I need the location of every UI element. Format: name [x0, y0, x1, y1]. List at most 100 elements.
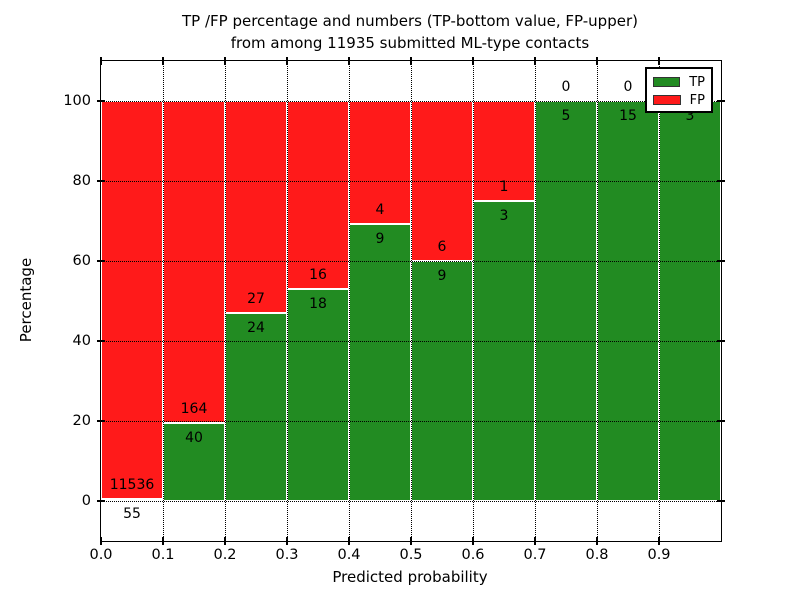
x-tick-label: 0.2	[213, 547, 237, 563]
x-gridline	[473, 61, 474, 541]
y-tick-label: 40	[72, 333, 91, 349]
x-tick-label: 0.4	[337, 547, 361, 563]
x-tick-label: 0.3	[275, 547, 299, 563]
bar-segment-fp-6	[473, 101, 535, 201]
fp-count-label: 0	[623, 79, 633, 95]
y-tick-right	[717, 100, 725, 102]
fp-count-label: 0	[561, 79, 571, 95]
x-tick-label: 0.1	[151, 547, 175, 563]
x-tick-label: 0.7	[523, 547, 547, 563]
x-tick-bottom	[410, 537, 412, 545]
x-tick-top	[658, 57, 660, 65]
bar-segment-tp-3	[287, 289, 349, 501]
fp-count-label: 16	[309, 267, 327, 284]
x-tick-label: 0.8	[585, 547, 609, 563]
legend-tp-swatch	[653, 77, 681, 87]
x-tick-top	[286, 57, 288, 65]
legend-entry-tp: TP	[653, 73, 705, 91]
tp-count-label: 9	[437, 268, 447, 284]
y-tick-left	[97, 260, 105, 262]
x-tick-bottom	[224, 537, 226, 545]
y-tick-label: 20	[72, 413, 91, 429]
bar-segment-fp-0	[101, 101, 163, 500]
x-tick-bottom	[286, 537, 288, 545]
bar-segment-tp-7	[535, 101, 597, 501]
fp-count-label: 11536	[109, 477, 155, 494]
x-tick-top	[596, 57, 598, 65]
y-gridline	[101, 421, 721, 422]
bar-segment-tp-9	[659, 101, 721, 501]
x-tick-label: 0.0	[89, 547, 113, 563]
x-tick-top	[224, 57, 226, 65]
x-gridline	[535, 61, 536, 541]
y-tick-right	[717, 420, 725, 422]
bar-segment-fp-2	[225, 101, 287, 313]
legend-entry-fp: FP	[653, 91, 705, 109]
tp-count-label: 55	[123, 506, 141, 523]
tp-count-label: 15	[619, 108, 637, 124]
bar-segment-tp-8	[597, 101, 659, 501]
x-tick-bottom	[658, 537, 660, 545]
y-tick-right	[717, 180, 725, 182]
bar-segment-tp-5	[411, 261, 473, 501]
plot-area: 11536 55 164 40 27 24 16 18 4 9 6 9 1 3 0 5 0 15 0 3 0.0 0.1 0…	[63, 57, 725, 563]
bar-segment-fp-3	[287, 101, 349, 290]
x-tick-top	[410, 57, 412, 65]
x-tick-label: 0.9	[647, 547, 671, 563]
x-tick-top	[472, 57, 474, 65]
x-tick-bottom	[348, 537, 350, 545]
y-tick-right	[717, 500, 725, 502]
bar-segment-tp-4	[349, 224, 411, 501]
x-tick-bottom	[100, 537, 102, 545]
x-gridline	[411, 61, 412, 541]
chart-title-line1: TP /FP percentage and numbers (TP-bottom…	[182, 12, 638, 30]
y-tick-right	[717, 260, 725, 262]
y-tick-label: 0	[81, 493, 91, 509]
x-tick-label: 0.6	[461, 547, 485, 563]
y-tick-left	[97, 340, 105, 342]
x-gridline	[225, 61, 226, 541]
y-tick-label: 60	[72, 253, 91, 269]
x-tick-bottom	[596, 537, 598, 545]
legend-fp-swatch	[653, 95, 681, 105]
fp-count-label: 164	[180, 400, 208, 417]
legend-tp-label: TP	[689, 74, 705, 90]
x-tick-label: 0.5	[399, 547, 423, 563]
x-gridline	[659, 61, 660, 541]
x-tick-top	[534, 57, 536, 65]
legend: TP FP	[645, 67, 713, 113]
chart-title-line2: from among 11935 submitted ML-type conta…	[230, 34, 590, 52]
x-gridline	[163, 61, 164, 541]
fp-count-label: 6	[437, 239, 447, 255]
y-tick-left	[97, 420, 105, 422]
y-tick-label: 100	[63, 93, 91, 109]
y-gridline	[101, 501, 721, 502]
tp-count-label: 3	[685, 108, 695, 124]
y-gridline	[101, 101, 721, 102]
fp-count-label: 27	[247, 290, 265, 307]
tp-count-label: 5	[561, 108, 571, 124]
bar-segment-tp-1	[163, 422, 225, 501]
x-gridline	[287, 61, 288, 541]
y-tick-left	[97, 100, 105, 102]
x-tick-top	[348, 57, 350, 65]
y-gridline	[101, 261, 721, 262]
tp-count-label: 24	[247, 319, 265, 336]
x-tick-bottom	[472, 537, 474, 545]
x-axis-label: Predicted probability	[332, 568, 488, 586]
tp-count-label: 3	[499, 208, 509, 224]
y-tick-left	[97, 180, 105, 182]
y-tick-left	[97, 500, 105, 502]
y-tick-label: 80	[72, 173, 91, 189]
tp-count-label: 9	[375, 231, 385, 248]
x-gridline	[597, 61, 598, 541]
x-tick-top	[162, 57, 164, 65]
y-tick-right	[717, 340, 725, 342]
fp-count-label: 1	[499, 179, 509, 195]
bar-segment-tp-2	[225, 312, 287, 501]
x-tick-top	[100, 57, 102, 65]
y-gridline	[101, 341, 721, 342]
x-gridline	[349, 61, 350, 541]
tp-count-label: 18	[309, 296, 327, 313]
